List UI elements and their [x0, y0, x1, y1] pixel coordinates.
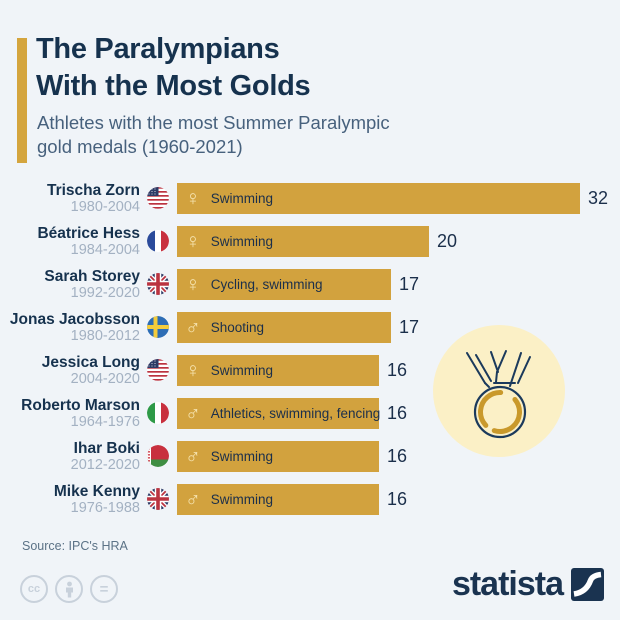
gender-icon: ♀	[185, 359, 201, 382]
statista-logo-icon	[571, 567, 604, 601]
source-note: Source: IPC's HRA	[22, 539, 128, 553]
athlete-years: 1980-2004	[70, 198, 140, 215]
country-flag-icon	[147, 488, 169, 510]
sport-label: Shooting	[210, 320, 265, 335]
athlete-row: Jessica Long 2004-2020 ♀ Swimming 16	[0, 353, 620, 387]
athlete-name: Ihar Boki	[73, 439, 140, 457]
title-accent-bar	[17, 38, 27, 163]
athlete-row: Sarah Storey 1992-2020 ♀ Cycling, swimmi…	[0, 267, 620, 301]
athlete-label: Jonas Jacobsson 1980-2012	[0, 310, 140, 344]
license-icons: cc =	[20, 575, 118, 603]
athlete-years: 2004-2020	[70, 370, 140, 387]
gold-medal-bar[interactable]: ♀ Swimming	[177, 355, 379, 386]
value-label: 16	[387, 489, 408, 509]
page-subtitle: Athletes with the most Summer Paralympic…	[37, 112, 390, 157]
gender-icon: ♀	[185, 187, 201, 210]
athlete-label: Ihar Boki 2012-2020	[0, 439, 140, 473]
athlete-years: 1976-1988	[70, 499, 140, 516]
athlete-name: Roberto Marson	[21, 396, 140, 414]
statista-logo-text: statista	[451, 565, 564, 603]
equals-icon[interactable]: =	[90, 575, 118, 603]
value-label: 16	[387, 403, 408, 423]
country-flag-icon	[147, 316, 169, 338]
athlete-label: Mike Kenny 1976-1988	[0, 482, 140, 516]
athlete-years: 1964-1976	[70, 413, 140, 430]
gold-medal-bar[interactable]: ♂ Athletics, swimming, fencing	[177, 398, 381, 429]
athlete-years: 1992-2020	[70, 284, 140, 301]
gender-icon: ♂	[185, 445, 201, 468]
athlete-name: Sarah Storey	[44, 267, 140, 285]
gender-icon: ♀	[185, 273, 201, 296]
athlete-label: Roberto Marson 1964-1976	[0, 396, 140, 430]
gender-icon: ♀	[185, 230, 201, 253]
athlete-row: Béatrice Hess 1984-2004 ♀ Swimming 20	[0, 224, 620, 258]
sport-label: Swimming	[210, 449, 274, 464]
sport-label: Athletics, swimming, fencing	[210, 406, 381, 421]
value-label: 16	[387, 360, 408, 380]
athlete-row: Mike Kenny 1976-1988 ♂ Swimming 16	[0, 482, 620, 516]
athlete-row: Jonas Jacobsson 1980-2012 ♂ Shooting 17	[0, 310, 620, 344]
sport-label: Swimming	[210, 191, 274, 206]
athlete-label: Sarah Storey 1992-2020	[0, 267, 140, 301]
gender-icon: ♂	[185, 316, 201, 339]
gold-medal-illustration	[433, 325, 565, 457]
statista-branding[interactable]: statista	[452, 566, 604, 602]
value-label: 16	[387, 446, 408, 466]
gold-medal-bar[interactable]: ♂ Swimming	[177, 441, 379, 472]
athlete-row: Ihar Boki 2012-2020 ♂ Swimming 16	[0, 439, 620, 473]
athlete-name: Jessica Long	[41, 353, 140, 371]
athlete-name: Mike Kenny	[53, 482, 140, 500]
value-label: 32	[588, 188, 609, 208]
cc-icon[interactable]: cc	[20, 575, 48, 603]
gold-medal-bar[interactable]: ♀ Cycling, swimming	[177, 269, 391, 300]
athlete-name: Jonas Jacobsson	[9, 310, 140, 328]
sport-label: Swimming	[210, 234, 274, 249]
sport-label: Swimming	[210, 492, 274, 507]
country-flag-icon	[147, 273, 169, 295]
athlete-years: 1980-2012	[70, 327, 140, 344]
athlete-row: Roberto Marson 1964-1976 ♂ Athletics, sw…	[0, 396, 620, 430]
athlete-row: Trischa Zorn 1980-2004 ♀ Swimming 32	[0, 181, 620, 215]
athlete-name: Béatrice Hess	[37, 224, 140, 242]
country-flag-icon	[147, 402, 169, 424]
value-label: 20	[437, 231, 458, 251]
gold-medal-bar[interactable]: ♀ Swimming	[177, 226, 429, 257]
country-flag-icon	[147, 445, 169, 467]
country-flag-icon	[147, 187, 169, 209]
attribution-icon[interactable]	[55, 575, 83, 603]
gender-icon: ♂	[185, 488, 201, 511]
gold-medal-bar[interactable]: ♂ Swimming	[177, 484, 379, 515]
athlete-label: Trischa Zorn 1980-2004	[0, 181, 140, 215]
country-flag-icon	[147, 230, 169, 252]
sport-label: Cycling, swimming	[210, 277, 323, 292]
gold-medal-bar[interactable]: ♂ Shooting	[177, 312, 391, 343]
gold-medal-bar[interactable]: ♀ Swimming	[177, 183, 580, 214]
athlete-years: 1984-2004	[70, 241, 140, 258]
value-label: 17	[399, 317, 420, 337]
athlete-label: Béatrice Hess 1984-2004	[0, 224, 140, 258]
gender-icon: ♂	[185, 402, 201, 425]
athlete-label: Jessica Long 2004-2020	[0, 353, 140, 387]
athlete-name: Trischa Zorn	[46, 181, 140, 199]
value-label: 17	[399, 274, 420, 294]
country-flag-icon	[147, 359, 169, 381]
page-title: The Paralympians With the Most Golds	[36, 33, 311, 102]
athlete-years: 2012-2020	[70, 456, 140, 473]
sport-label: Swimming	[210, 363, 274, 378]
